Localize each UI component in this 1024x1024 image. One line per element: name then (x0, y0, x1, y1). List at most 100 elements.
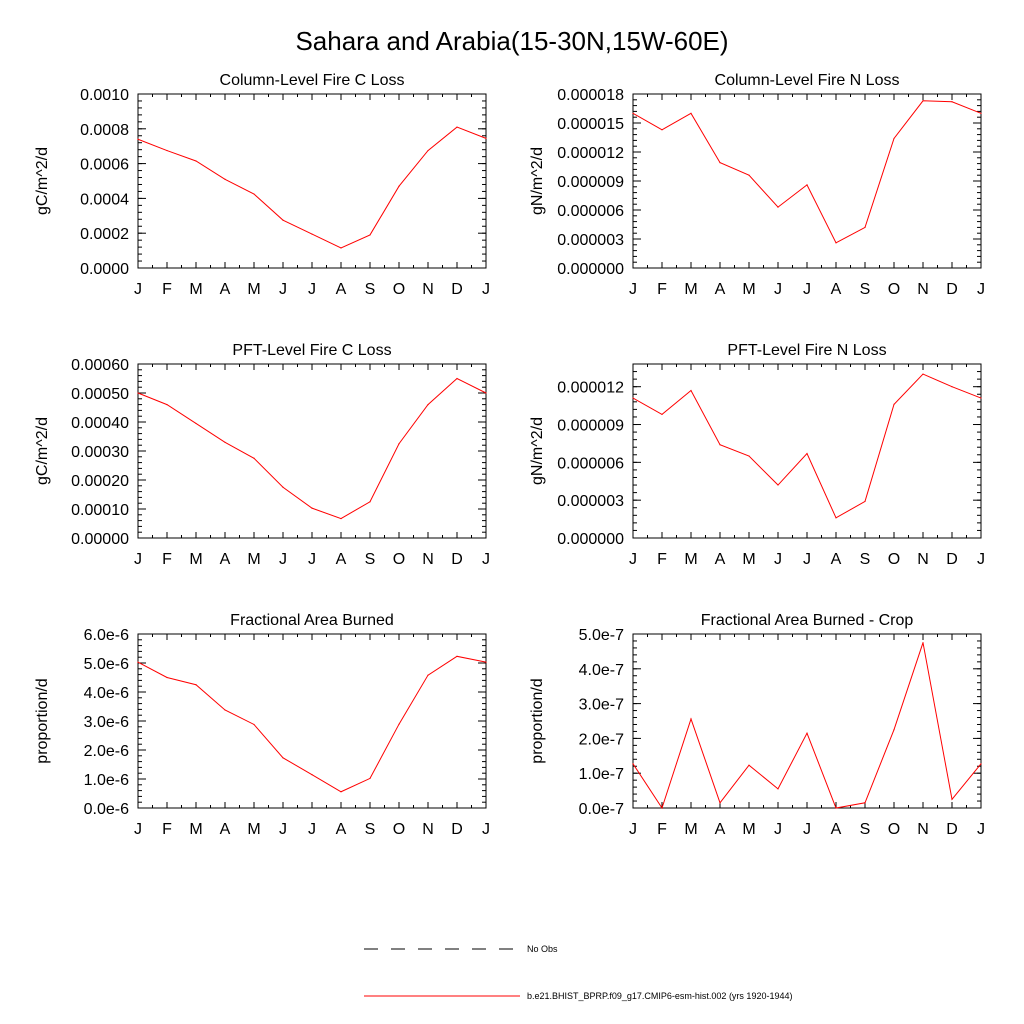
x-tick-label: J (308, 821, 316, 838)
x-tick-label: M (189, 821, 202, 838)
x-tick-label: S (860, 821, 871, 838)
data-point (340, 247, 342, 249)
data-point (661, 129, 663, 131)
series-line (632, 373, 982, 519)
y-tick-label: 3.0e-7 (579, 697, 624, 714)
data-point (980, 397, 982, 399)
data-point (282, 486, 284, 488)
data-point (748, 455, 750, 457)
data-point (398, 443, 400, 445)
data-point (398, 723, 400, 725)
data-point (456, 377, 458, 380)
x-tick-label: D (946, 551, 958, 568)
x-tick-label: M (189, 281, 202, 298)
chart-title: Column-Level Fire N Loss (715, 72, 900, 89)
x-tick-label: O (888, 551, 900, 568)
data-point (661, 807, 663, 809)
data-point (311, 774, 313, 776)
data-point (806, 732, 808, 734)
x-tick-label: M (247, 281, 260, 298)
x-tick-label: F (162, 821, 172, 838)
data-point (456, 126, 458, 128)
y-tick-label: 0.00000 (71, 531, 129, 548)
data-point (632, 112, 634, 114)
x-tick-label: F (657, 281, 667, 298)
y-tick-label: 0.0e-6 (84, 801, 129, 818)
data-point (485, 392, 487, 394)
y-tick-label: 2.0e-7 (579, 731, 624, 748)
x-tick-label: D (946, 281, 958, 298)
plot-frame (632, 93, 982, 269)
y-tick-label: 0.000012 (557, 380, 624, 397)
data-point (951, 101, 953, 103)
data-point (806, 184, 808, 186)
data-point (340, 791, 342, 793)
x-tick-label: J (977, 821, 985, 838)
x-tick-label: J (308, 551, 316, 568)
data-point (340, 517, 342, 520)
plot-frame (632, 633, 982, 809)
x-tick-label: J (308, 281, 316, 298)
x-tick-label: M (247, 551, 260, 568)
data-point (311, 233, 313, 235)
y-tick-label: 0.0e-7 (579, 801, 624, 818)
x-tick-label: M (742, 551, 755, 568)
x-tick-label: J (279, 821, 287, 838)
data-point (137, 661, 139, 663)
x-tick-label: A (715, 281, 726, 298)
data-point (980, 763, 982, 765)
x-tick-label: J (977, 281, 985, 298)
data-point (137, 392, 139, 394)
x-tick-label: O (888, 821, 900, 838)
x-tick-label: J (279, 281, 287, 298)
data-point (456, 655, 458, 657)
y-tick-label: 4.0e-6 (84, 685, 129, 702)
y-tick-label: 5.0e-7 (579, 627, 624, 644)
x-tick-label: J (134, 821, 142, 838)
y-axis-label: gN/m^2/d (529, 417, 546, 485)
data-point (748, 764, 750, 766)
chart-title: PFT-Level Fire N Loss (727, 342, 886, 359)
x-tick-label: A (220, 281, 231, 298)
plot-frame (137, 363, 487, 539)
data-point (690, 112, 692, 114)
x-tick-label: S (365, 281, 376, 298)
data-point (864, 226, 866, 228)
x-tick-label: J (279, 551, 287, 568)
chart-title: Column-Level Fire C Loss (220, 72, 405, 89)
y-axis-label: proportion/d (34, 678, 51, 763)
x-tick-label: A (715, 551, 726, 568)
chart-panel-6: Fractional Area Burned - Crop proportion/… (529, 612, 985, 838)
data-point (311, 507, 313, 509)
x-tick-label: J (134, 551, 142, 568)
y-tick-label: 4.0e-7 (579, 662, 624, 679)
data-point (282, 757, 284, 759)
y-tick-label: 0.00060 (71, 357, 129, 374)
x-tick-label: M (684, 551, 697, 568)
data-point (690, 389, 692, 392)
data-point (369, 234, 371, 236)
y-tick-label: 0.000012 (557, 145, 624, 162)
data-point (922, 642, 924, 644)
data-point (980, 112, 982, 114)
y-tick-label: 0.0004 (80, 191, 129, 208)
x-tick-label: N (917, 821, 929, 838)
data-point (719, 162, 721, 164)
data-point (166, 404, 168, 406)
x-tick-label: J (629, 821, 637, 838)
x-tick-label: O (393, 551, 405, 568)
y-tick-label: 0.0010 (80, 87, 129, 104)
x-tick-label: J (977, 551, 985, 568)
data-point (224, 178, 226, 180)
x-tick-label: M (742, 821, 755, 838)
x-tick-label: D (946, 821, 958, 838)
y-tick-label: 0.000000 (557, 531, 624, 548)
y-tick-label: 5.0e-6 (84, 656, 129, 673)
x-tick-label: A (336, 551, 347, 568)
series-line (137, 655, 487, 793)
x-tick-label: S (860, 551, 871, 568)
x-tick-label: N (422, 281, 434, 298)
y-tick-label: 0.00050 (71, 386, 129, 403)
data-point (224, 709, 226, 711)
